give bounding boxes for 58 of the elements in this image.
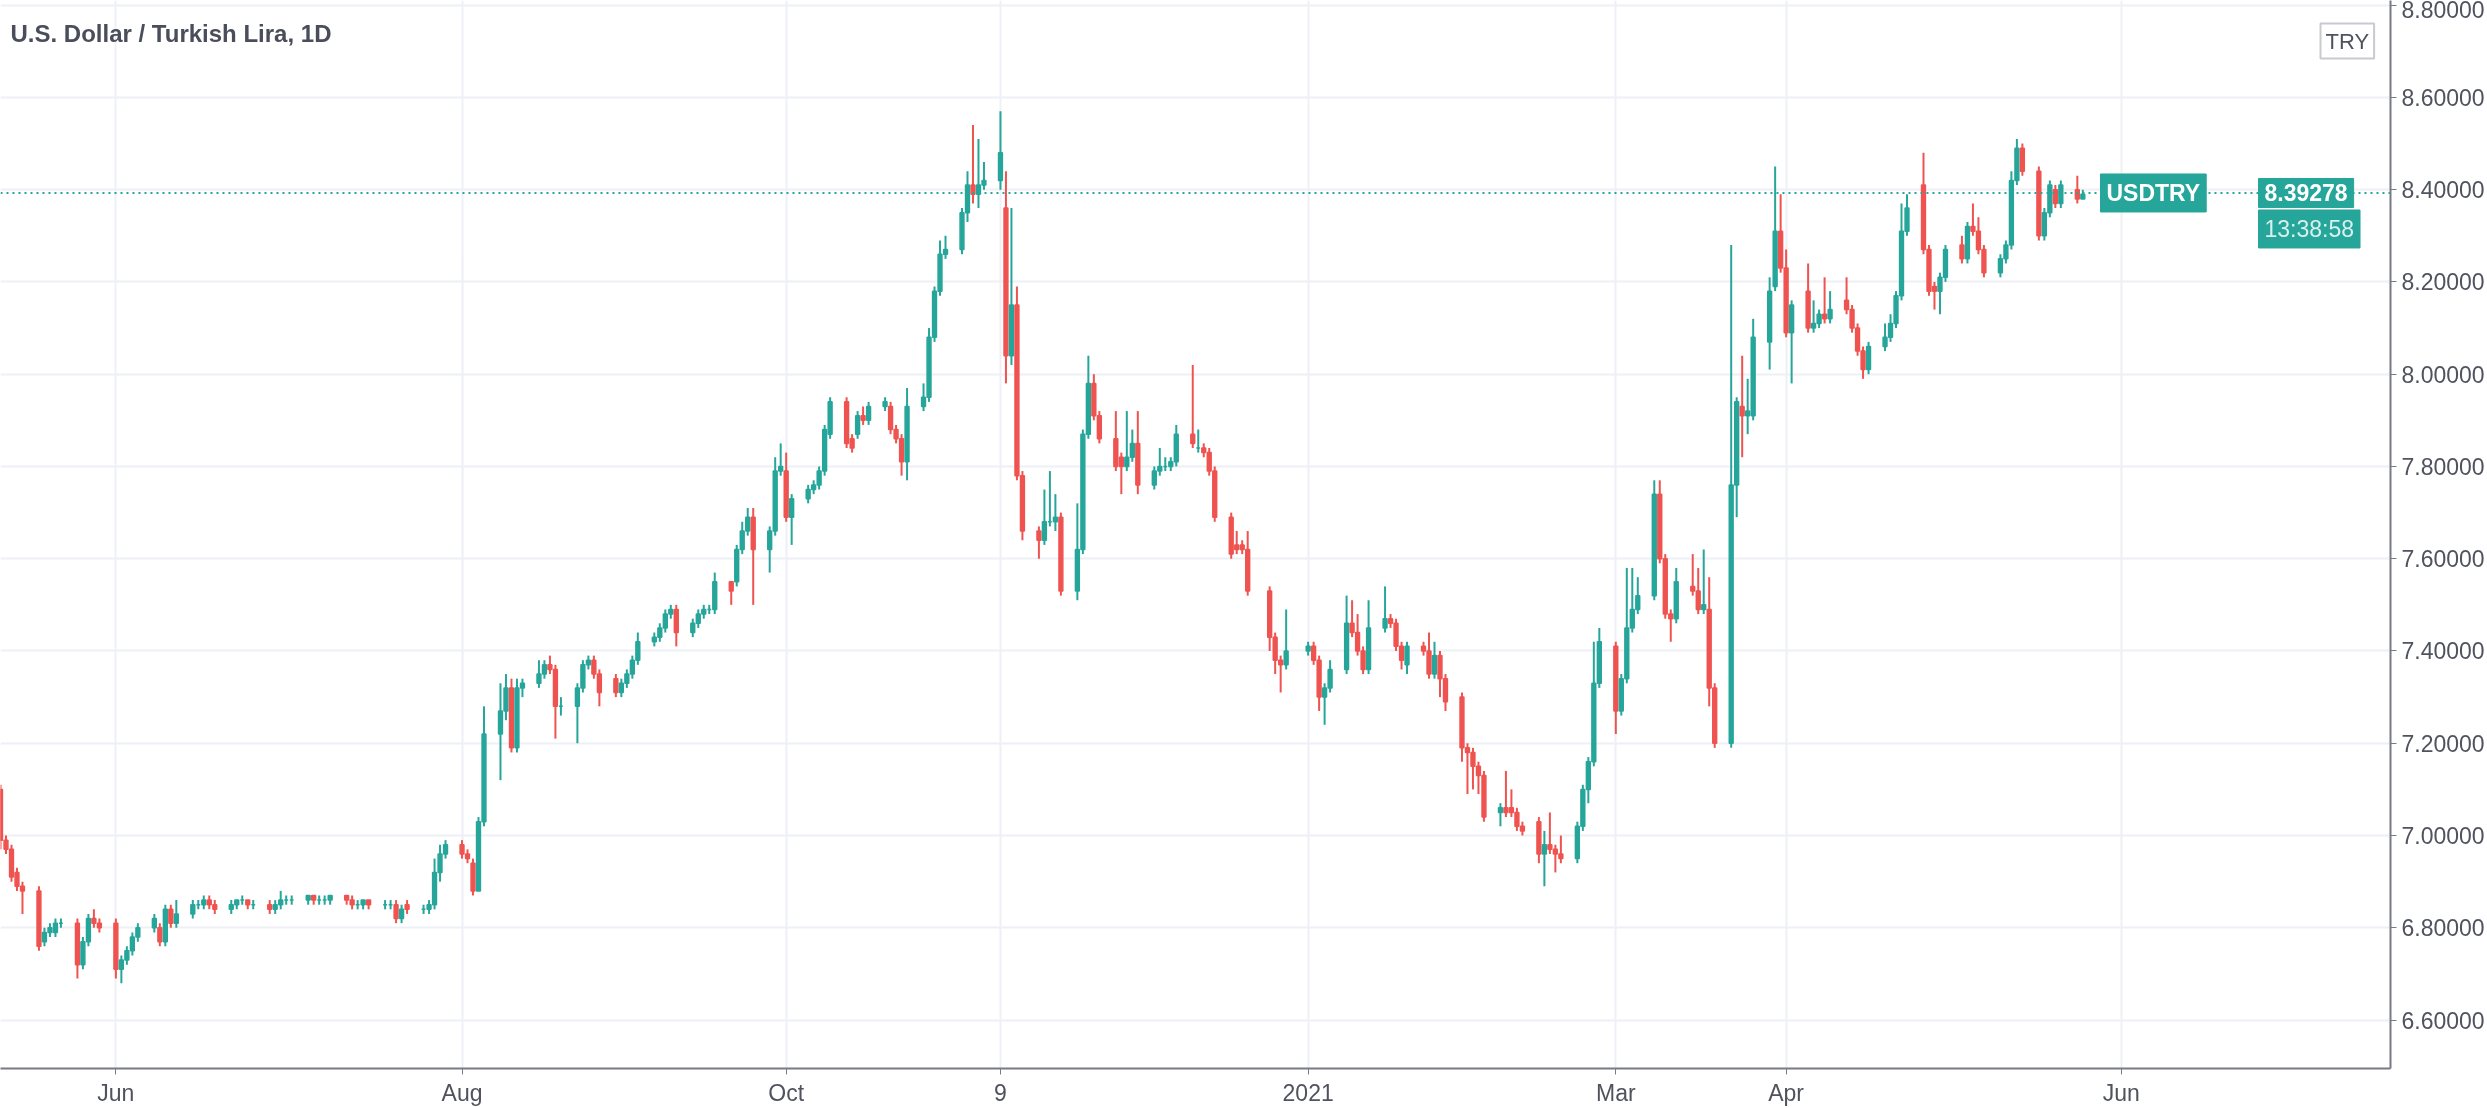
candlestick: [1052, 493, 1059, 533]
candlestick: [1497, 802, 1504, 828]
candlestick: [1701, 548, 1707, 616]
candlestick: [1404, 640, 1410, 676]
candlestick: [2074, 174, 2080, 205]
y-tick-label: 7.00000: [2401, 823, 2485, 850]
y-tick-label: 8.80000: [2401, 0, 2485, 23]
candlestick: [173, 899, 179, 929]
candlestick: [157, 922, 163, 948]
y-tick-label: 8.00000: [2401, 361, 2485, 388]
candlestick: [728, 580, 734, 606]
y-tick-label: 8.60000: [2401, 84, 2485, 111]
candlestick: [1190, 363, 1196, 449]
x-tick-label: 9: [994, 1079, 1007, 1106]
text: U.S. Dollar / Turkish Lira, 1D: [10, 19, 332, 47]
x-tick-label: Jun: [97, 1079, 135, 1106]
annotation: 8.39278: [2264, 180, 2348, 207]
y-tick-label: 8.20000: [2401, 269, 2485, 296]
candlestick: [970, 124, 976, 205]
candlestick: [1431, 640, 1438, 680]
y-tick-label: 6.80000: [2401, 915, 2485, 942]
candlestick: [673, 603, 679, 648]
x-tick-label: Oct: [768, 1079, 805, 1106]
candlestick: [1541, 829, 1548, 888]
y-tick-label: 8.40000: [2401, 177, 2485, 204]
candlestick: [1827, 290, 1833, 325]
candlestick: [190, 899, 196, 920]
candlestick: [393, 899, 399, 925]
y-tick-label: 7.80000: [2401, 453, 2485, 480]
candlestick: [1382, 585, 1388, 634]
y-tick-label: 7.60000: [2401, 546, 2485, 573]
x-tick-label: Jun: [2102, 1079, 2140, 1106]
candlestick: [1821, 276, 1828, 325]
candlestick: [1036, 525, 1042, 560]
candlestick: [865, 400, 872, 426]
candlestick: [789, 493, 795, 546]
y-tick-label: 7.40000: [2401, 638, 2485, 665]
x-tick-label: 2021: [1282, 1079, 1334, 1106]
ref-line-label: USDTRY: [2106, 179, 2201, 206]
candlestick: [151, 912, 158, 934]
y-tick-label: 7.20000: [2401, 730, 2485, 757]
candlestick: [613, 673, 619, 699]
candlestick: [1041, 488, 1048, 546]
annotation: TRY: [2325, 28, 2370, 54]
candlestick: [1865, 340, 1872, 376]
candlestick: [398, 903, 405, 925]
x-tick-label: Aug: [441, 1079, 483, 1106]
candlestick: [2019, 142, 2026, 177]
candlestick: [1959, 234, 1965, 265]
candlestick: [860, 405, 866, 426]
y-tick-label: 6.60000: [2401, 1007, 2485, 1034]
annotation: 13:38:58: [2264, 215, 2355, 242]
candlestick: [168, 903, 174, 929]
candlestick: [1739, 354, 1745, 459]
x-tick-label: Mar: [1596, 1079, 1636, 1106]
candlestick: [854, 410, 861, 440]
candlestick: [1283, 608, 1289, 671]
x-tick-label: Apr: [1768, 1079, 1805, 1106]
